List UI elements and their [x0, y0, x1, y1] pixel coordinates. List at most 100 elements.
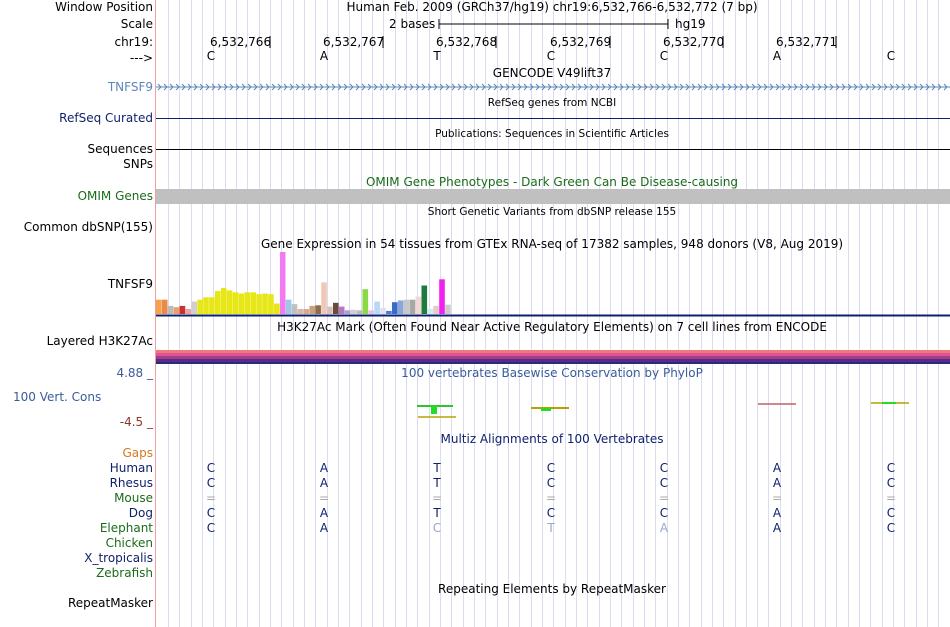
gtex-tissue-bar[interactable] — [433, 305, 439, 314]
species-label-zebrafish[interactable]: Zebrafish — [96, 566, 153, 580]
species-label-human[interactable]: Human — [109, 461, 153, 475]
aligned-base: C — [206, 461, 216, 475]
strand-chevron — [637, 83, 642, 91]
phylop-wiggle[interactable] — [156, 398, 950, 422]
ref-base: C — [659, 49, 669, 63]
strand-chevron — [835, 83, 840, 91]
gtex-tissue-bar[interactable] — [344, 310, 351, 314]
dbsnp-track-label[interactable]: Common dbSNP(155) — [23, 220, 153, 234]
strand-chevron — [697, 83, 702, 91]
gtex-tissue-bar[interactable] — [297, 309, 304, 314]
gtex-tissue-bar[interactable] — [209, 297, 215, 314]
publications-line[interactable] — [156, 149, 950, 150]
species-label-chicken[interactable]: Chicken — [105, 536, 153, 550]
omim-track-label[interactable]: OMIM Genes — [77, 189, 153, 203]
strand-chevron — [655, 83, 660, 91]
gtex-tissue-bar[interactable] — [368, 310, 374, 314]
gtex-tissue-bar[interactable] — [250, 292, 256, 314]
species-label-elephant[interactable]: Elephant — [99, 521, 153, 535]
gtex-tissue-bar[interactable] — [220, 288, 227, 314]
gtex-tissue-bar[interactable] — [350, 309, 357, 314]
gtex-tissue-bar[interactable] — [285, 299, 292, 314]
gtex-tissue-bar[interactable] — [439, 279, 445, 314]
gtex-tissue-bar[interactable] — [291, 304, 298, 314]
strand-chevron — [931, 83, 936, 91]
gtex-tissue-bar[interactable] — [256, 294, 262, 314]
gtex-tissue-bar[interactable] — [421, 285, 428, 315]
gtex-tissue-bar[interactable] — [327, 306, 333, 314]
gtex-tissue-bar[interactable] — [397, 300, 404, 314]
strand-chevron — [919, 83, 924, 91]
snps-track-label[interactable]: SNPs — [123, 157, 153, 171]
gencode-gene-feature[interactable] — [156, 81, 950, 93]
strand-chevron — [601, 83, 606, 91]
aligned-base: T — [547, 521, 555, 535]
refseq-track-label[interactable]: RefSeq Curated — [59, 111, 153, 125]
aligned-base: A — [659, 521, 669, 535]
gtex-tissue-bar[interactable] — [191, 301, 197, 314]
strand-chevron — [397, 83, 402, 91]
refseq-gene-line[interactable] — [156, 118, 950, 119]
gtex-tissue-bar[interactable] — [203, 297, 209, 314]
gtex-tissue-bar[interactable] — [268, 294, 274, 314]
aligned-base: = — [658, 491, 670, 505]
gtex-tissue-bar[interactable] — [274, 303, 280, 315]
gtex-tissue-bar[interactable] — [161, 299, 168, 314]
gtex-tissue-bar[interactable] — [262, 293, 268, 315]
ref-base: C — [546, 49, 556, 63]
gtex-tissue-bar[interactable] — [244, 292, 251, 314]
strand-chevron — [937, 83, 942, 91]
species-label-gaps[interactable]: Gaps — [122, 446, 153, 460]
gtex-tissue-bar[interactable] — [356, 310, 363, 314]
phylop-track-label[interactable]: 100 Vert. Cons — [13, 390, 102, 404]
gtex-tissue-bar[interactable] — [238, 293, 245, 315]
strand-chevron — [811, 83, 816, 91]
gtex-tissue-bar[interactable] — [403, 299, 410, 314]
species-label-x_tropicalis[interactable]: X_tropicalis — [84, 551, 153, 565]
gtex-tissue-bar[interactable] — [309, 305, 315, 314]
gtex-tissue-bar[interactable] — [215, 291, 221, 314]
gtex-track-label[interactable]: TNFSF9 — [107, 277, 153, 291]
gtex-tissue-bar[interactable] — [315, 305, 321, 314]
species-label-dog[interactable]: Dog — [128, 506, 153, 520]
coord-tick-label: 6,532,767 — [323, 35, 385, 49]
gtex-tissue-bar[interactable] — [156, 299, 162, 314]
publications-track-label[interactable]: Sequences — [87, 142, 153, 156]
gtex-tissue-bar[interactable] — [173, 307, 180, 314]
omim-gene-bar[interactable] — [156, 189, 950, 204]
gtex-tissue-bar[interactable] — [179, 305, 186, 314]
gtex-tissue-bar[interactable] — [303, 309, 310, 314]
gencode-track-label[interactable]: TNFSF9 — [107, 80, 153, 94]
gtex-tissue-bar[interactable] — [226, 290, 233, 314]
gtex-tissue-bar[interactable] — [415, 296, 422, 314]
gtex-tissue-bar[interactable] — [279, 252, 286, 314]
repeatmasker-track-label[interactable]: RepeatMasker — [67, 596, 153, 610]
h3k27ac-track-label[interactable]: Layered H3K27Ac — [46, 334, 153, 348]
species-label-rhesus[interactable]: Rhesus — [109, 476, 153, 490]
gtex-tissue-bar[interactable] — [427, 309, 433, 314]
strand-chevron — [643, 83, 648, 91]
strand-chevron — [235, 83, 240, 91]
h3k27ac-signal-band[interactable] — [156, 350, 950, 364]
gtex-expression-bars[interactable] — [156, 252, 950, 318]
gtex-tissue-bar[interactable] — [232, 292, 239, 314]
gtex-tissue-bar[interactable] — [409, 299, 416, 314]
strand-chevron — [301, 83, 306, 91]
gtex-tissue-bar[interactable] — [197, 299, 203, 314]
gtex-tissue-bar[interactable] — [362, 289, 369, 314]
gtex-tissue-bar[interactable] — [338, 306, 345, 314]
gtex-tissue-bar[interactable] — [386, 310, 392, 314]
gtex-tissue-bar[interactable] — [185, 309, 192, 314]
gtex-tissue-bar[interactable] — [374, 301, 380, 314]
strand-chevron — [595, 83, 600, 91]
gtex-tissue-bar[interactable] — [321, 282, 327, 314]
gtex-tissue-bar[interactable] — [392, 302, 398, 314]
strand-chevron — [415, 83, 420, 91]
species-label-mouse[interactable]: Mouse — [114, 491, 153, 505]
strand-chevron — [343, 83, 348, 91]
gtex-tissue-bar[interactable] — [445, 304, 451, 314]
gtex-tissue-bar[interactable] — [380, 307, 386, 314]
gtex-tissue-bar[interactable] — [167, 305, 174, 314]
gtex-tissue-bar[interactable] — [333, 302, 339, 314]
